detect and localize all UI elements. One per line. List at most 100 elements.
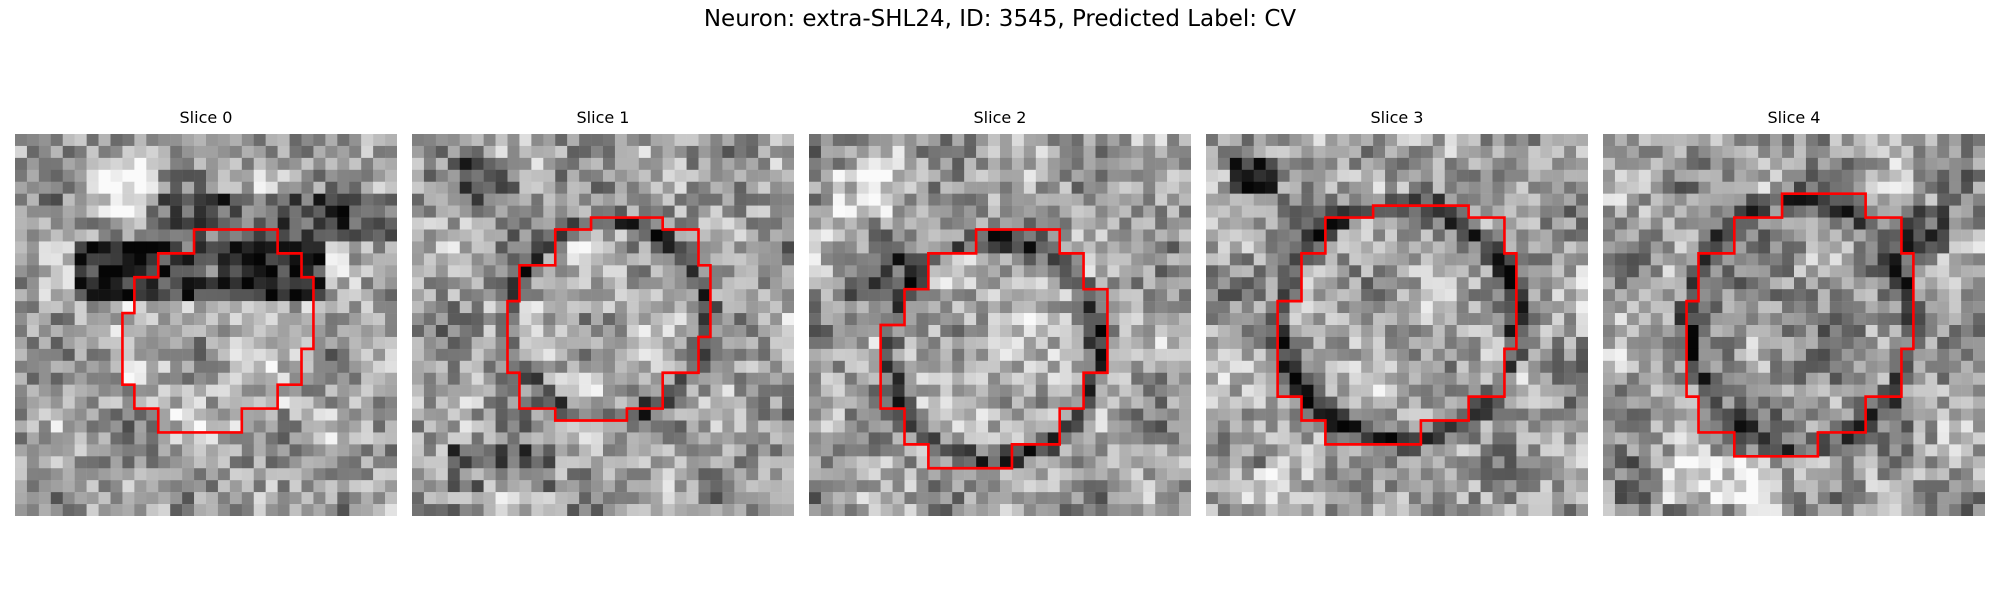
slice-pixel <box>1552 408 1565 421</box>
slice-pixel <box>241 456 254 469</box>
slice-pixel <box>1746 265 1759 278</box>
slice-pixel <box>626 408 640 421</box>
slice-pixel <box>555 241 568 254</box>
slice-pixel <box>337 396 350 409</box>
slice-pixel <box>229 134 243 147</box>
slice-pixel <box>1229 444 1243 457</box>
slice-pixel <box>1468 145 1481 159</box>
slice-pixel <box>1408 444 1422 457</box>
slice-pixel <box>1349 253 1362 266</box>
slice-pixel <box>1408 492 1422 505</box>
slice-pixel <box>435 456 449 469</box>
slice-pixel <box>567 313 580 326</box>
slice-pixel <box>1155 193 1168 206</box>
slice-pixel <box>1083 492 1096 505</box>
slice-pixel <box>1782 241 1795 254</box>
slice-pixel <box>1973 408 1985 421</box>
slice-pixel <box>412 217 425 230</box>
slice-pixel <box>880 456 893 469</box>
slice-pixel <box>880 157 893 171</box>
slice-pixel <box>1107 444 1120 457</box>
slice-pixel <box>110 360 123 373</box>
slice-pixel <box>1289 360 1302 373</box>
slice-pixel <box>483 229 496 242</box>
slice-pixel <box>1071 444 1084 457</box>
slice-pixel <box>62 504 75 516</box>
slice-pixel <box>1686 325 1699 338</box>
slice-pixel <box>1143 480 1156 493</box>
slice-pixel <box>758 301 771 314</box>
slice-pixel <box>1000 325 1013 338</box>
slice-pixel <box>170 480 183 493</box>
slice-pixel <box>26 492 40 505</box>
slice-pixel <box>579 372 592 385</box>
slice-pixel <box>1782 432 1795 445</box>
slice-pixel <box>1662 301 1675 314</box>
slice-pixel <box>820 348 834 362</box>
slice-pixel <box>1023 217 1037 230</box>
slice-pixel <box>746 384 759 397</box>
slice-pixel <box>241 468 254 481</box>
slice-pixel <box>734 348 747 362</box>
slice-pixel <box>1023 468 1037 481</box>
slice-pixel <box>1889 265 1902 278</box>
slice-pixel <box>1241 396 1254 409</box>
slice-pixel <box>412 432 425 445</box>
slice-pixel <box>1841 145 1854 159</box>
slice-pixel <box>241 277 254 290</box>
slice-pixel <box>1119 420 1132 433</box>
slice-pixel <box>1277 169 1290 182</box>
slice-pixel <box>1397 348 1410 362</box>
slice-pixel <box>507 241 520 254</box>
slice-pixel <box>1047 372 1060 385</box>
slice-pixel <box>1131 396 1144 409</box>
slice-pixel <box>1167 301 1180 314</box>
slice-pixel <box>1468 468 1481 481</box>
slice-pixel <box>1265 289 1278 302</box>
slice-pixel <box>603 157 616 171</box>
slice-pixel <box>591 229 604 242</box>
slice-pixel <box>856 360 869 373</box>
slice-pixel <box>555 420 568 433</box>
slice-pixel <box>1119 265 1132 278</box>
slice-pixel <box>459 372 472 385</box>
slice-pixel <box>1217 396 1231 409</box>
slice-pixel <box>1877 336 1890 350</box>
slice-pixel <box>1408 360 1422 373</box>
slice-pixel <box>1710 384 1723 397</box>
slice-pixel <box>1710 420 1723 433</box>
slice-pixel <box>507 181 520 194</box>
slice-pixel <box>62 253 75 266</box>
slice-pixel <box>1432 277 1445 290</box>
slice-pixel <box>447 420 460 433</box>
slice-pixel <box>1746 336 1759 350</box>
slice-pixel <box>1877 193 1890 206</box>
slice-pixel <box>1722 301 1735 314</box>
slice-pixel <box>146 360 159 373</box>
slice-pixel <box>471 169 484 182</box>
slice-pixel <box>495 169 508 182</box>
slice-pixel <box>722 444 735 457</box>
slice-pixel <box>1973 157 1985 171</box>
slice-pixel <box>483 468 496 481</box>
slice-pixel <box>241 372 254 385</box>
slice-pixel <box>832 360 846 373</box>
slice-pixel <box>567 205 580 218</box>
slice-pixel <box>832 145 846 159</box>
slice-pixel <box>447 205 460 218</box>
slice-pixel <box>1782 456 1795 469</box>
slice-pixel <box>1576 205 1588 218</box>
slice-pixel <box>1444 372 1457 385</box>
slice-pixel <box>1576 229 1588 242</box>
slice-pixel <box>1361 313 1374 326</box>
slice-pixel <box>1206 492 1219 505</box>
slice-pixel <box>1865 217 1878 230</box>
slice-pixel <box>1107 372 1120 385</box>
slice-pixel <box>435 420 449 433</box>
slice-pixel <box>674 193 687 206</box>
slice-pixel <box>1552 504 1565 516</box>
slice-pixel <box>1349 145 1362 159</box>
slice-pixel <box>134 504 147 516</box>
slice-pixel <box>1698 456 1711 469</box>
slice-pixel <box>229 420 243 433</box>
